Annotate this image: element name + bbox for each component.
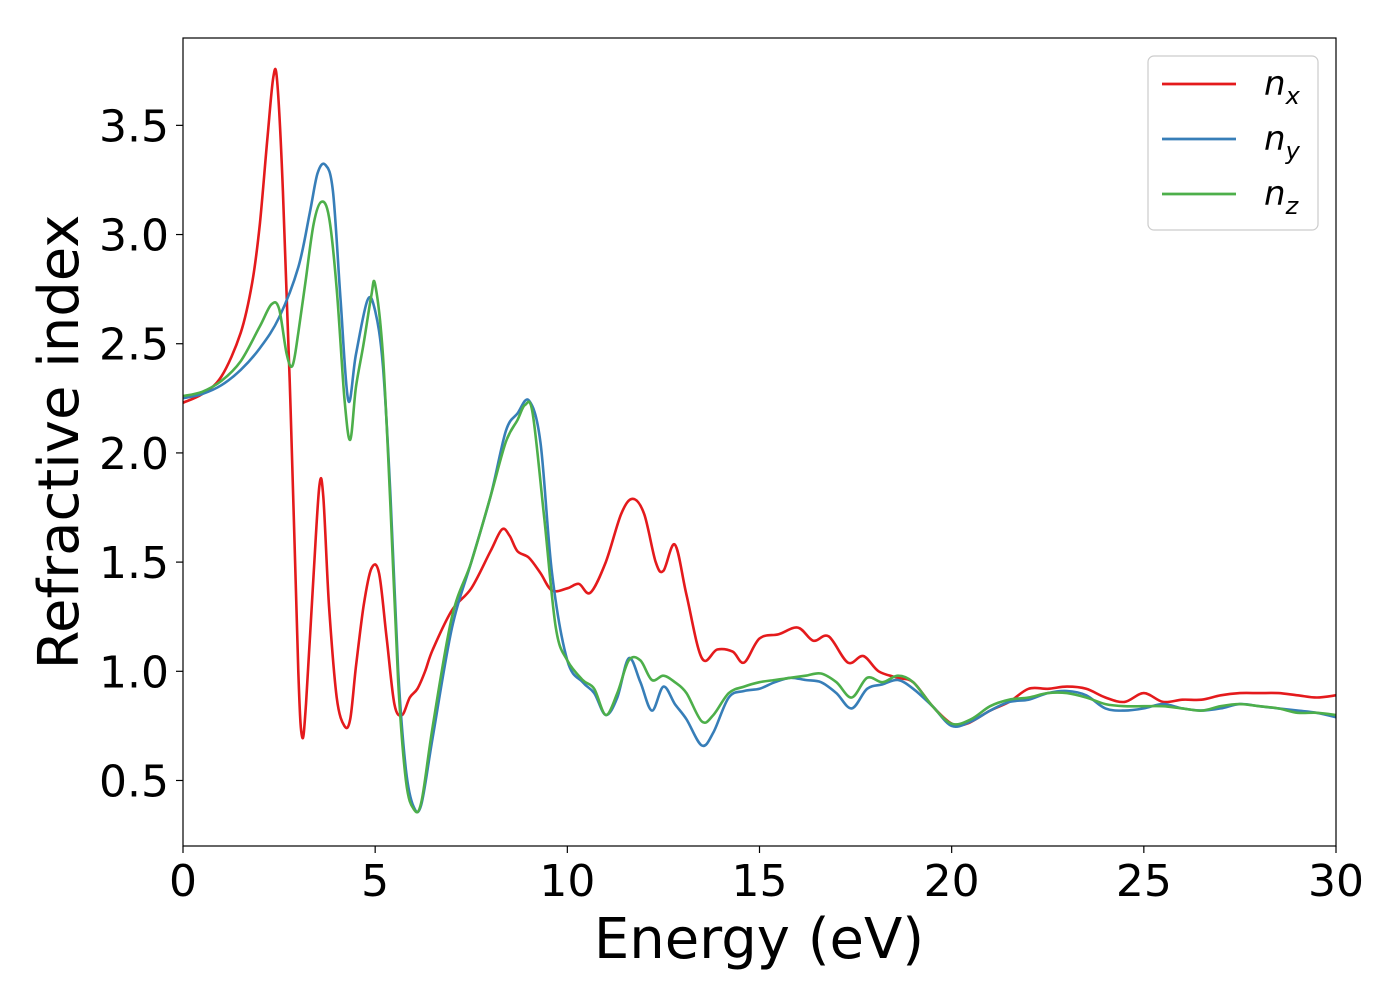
legend-entry-x: nx [1162,64,1301,110]
legend-label-x: nx [1264,64,1301,110]
x-axis-title: Energy (eV) [594,907,924,972]
y-axis-title: Refractive index [27,215,92,670]
series-line-y [183,162,1336,814]
x-tick-label: 5 [361,856,389,907]
x-tick-label: 15 [732,856,788,907]
y-tick-label: 2.5 [99,320,169,371]
legend-entry-y: ny [1162,119,1301,165]
legend-label-main: n [1264,174,1286,214]
y-tick-label: 3.0 [99,211,169,262]
legend-entry-z: nz [1162,174,1300,220]
x-tick-label: 25 [1116,856,1172,907]
y-tick-label: 1.5 [99,538,169,589]
series-layer [183,67,1336,814]
legend-box [1147,55,1319,231]
legend-label-main: n [1264,64,1286,104]
x-tick-label: 0 [169,856,197,907]
legend-label-sub: z [1285,192,1300,220]
x-tick-label: 10 [539,856,595,907]
legend-label-sub: y [1285,137,1301,165]
y-tick-label: 2.0 [99,429,169,480]
y-axis-ticks: 0.5 1.0 1.5 2.0 2.5 3.0 3.5 [99,101,183,807]
legend-label-y: ny [1264,119,1301,165]
series-line-x [183,67,1336,740]
legend-label-sub: x [1285,82,1301,110]
x-tick-label: 30 [1308,856,1364,907]
legend-label-z: nz [1264,174,1300,220]
legend-label-main: n [1264,119,1286,159]
y-tick-label: 0.5 [99,756,169,807]
y-tick-label: 1.0 [99,647,169,698]
x-axis-ticks: 0 5 10 15 20 25 30 [169,846,1364,907]
y-tick-label: 3.5 [99,101,169,152]
series-line-z [183,200,1336,814]
x-tick-label: 20 [924,856,980,907]
